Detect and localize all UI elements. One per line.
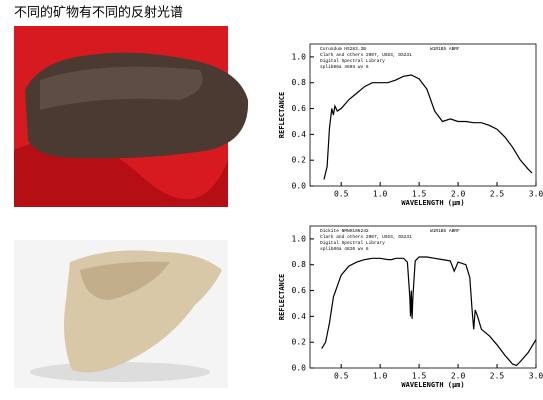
photo-corundum — [14, 26, 249, 207]
y-axis-label: REFLECTANCE — [278, 92, 286, 138]
annotation: Corundum HS283.3B — [320, 46, 366, 52]
x-tick-label: 1.0 — [373, 372, 388, 381]
annotation: splib06a 4820 wv 6 — [320, 246, 369, 252]
y-tick-label: 0.2 — [292, 156, 307, 165]
y-tick-label: 0.0 — [292, 182, 307, 191]
y-tick-label: 0.0 — [292, 364, 307, 373]
plot-frame — [309, 43, 537, 187]
x-tick-label: 2.0 — [451, 190, 466, 199]
x-tick-label: 0.5 — [334, 372, 349, 381]
x-tick-label: 2.5 — [490, 372, 505, 381]
annotation: W1R1Bb ABRF — [430, 228, 460, 234]
y-tick-label: 0.8 — [292, 260, 307, 269]
y-tick-label: 0.6 — [292, 104, 307, 113]
y-tick-label: 0.6 — [292, 286, 307, 295]
y-tick-label: 1.0 — [292, 52, 307, 61]
page-title: 不同的矿物有不同的反射光谱 — [14, 5, 183, 21]
x-tick-label: 3.0 — [529, 190, 543, 199]
annotation: W1R1Bb ABRF — [430, 46, 460, 52]
x-tick-label: 2.0 — [451, 372, 466, 381]
spectrum-line — [321, 256, 537, 367]
annotation: Digital Spectral Library — [320, 58, 385, 64]
annotation: Digital Spectral Library — [320, 240, 385, 246]
x-tick-label: 3.0 — [529, 372, 543, 381]
annotation: Clark and others 2007, USGS, DS231 — [320, 234, 412, 240]
plot-frame — [309, 225, 537, 369]
annotation: Dickite NMNH106242 — [320, 228, 369, 234]
y-tick-label: 0.2 — [292, 338, 307, 347]
y-tick-label: 1.0 — [292, 234, 307, 243]
annotation: splib06a 4603 wv 6 — [320, 64, 369, 70]
x-axis-label: WAVELENGTH (μm) — [401, 381, 464, 389]
y-axis-label: REFLECTANCE — [278, 274, 286, 320]
y-tick-label: 0.4 — [292, 130, 307, 139]
spectrum-line — [323, 74, 533, 180]
y-tick-label: 0.8 — [292, 78, 307, 87]
x-tick-label: 1.5 — [412, 372, 427, 381]
annotation: Clark and others 2007, USGS, DS231 — [320, 52, 412, 58]
y-tick-label: 0.4 — [292, 312, 307, 321]
photo-dickite — [14, 240, 228, 388]
x-axis-label: WAVELENGTH (μm) — [401, 199, 464, 207]
x-tick-label: 1.5 — [412, 190, 427, 199]
x-tick-label: 2.5 — [490, 190, 505, 199]
x-tick-label: 1.0 — [373, 190, 388, 199]
x-tick-label: 0.5 — [334, 190, 349, 199]
